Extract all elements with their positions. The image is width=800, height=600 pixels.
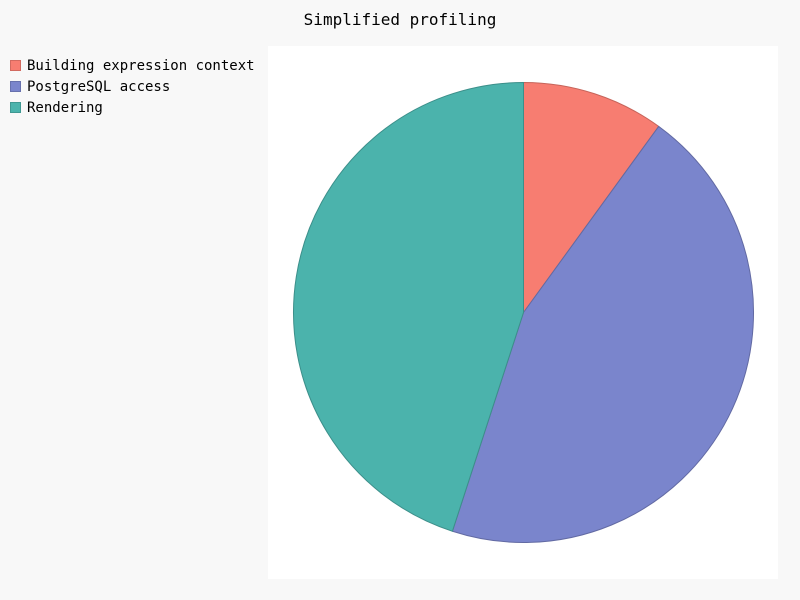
chart-title: Simplified profiling xyxy=(303,10,497,29)
pie-slice-building-expression-context[interactable] xyxy=(523,82,660,313)
legend: Building expression context PostgreSQL a… xyxy=(10,55,255,118)
legend-label: Rendering xyxy=(27,99,103,116)
legend-item-rendering[interactable]: Rendering xyxy=(10,97,255,118)
legend-swatch xyxy=(10,81,21,92)
legend-label: Building expression context xyxy=(27,57,255,74)
pie-chart xyxy=(293,82,754,543)
legend-item-building-expression-context[interactable]: Building expression context xyxy=(10,55,255,76)
pie-slice-postgresql-access[interactable] xyxy=(451,125,754,543)
legend-swatch xyxy=(10,60,21,71)
legend-label: PostgreSQL access xyxy=(27,78,171,95)
pie-slice-rendering[interactable] xyxy=(293,82,524,532)
plot-area xyxy=(268,46,778,579)
legend-swatch xyxy=(10,102,21,113)
legend-item-postgresql-access[interactable]: PostgreSQL access xyxy=(10,76,255,97)
